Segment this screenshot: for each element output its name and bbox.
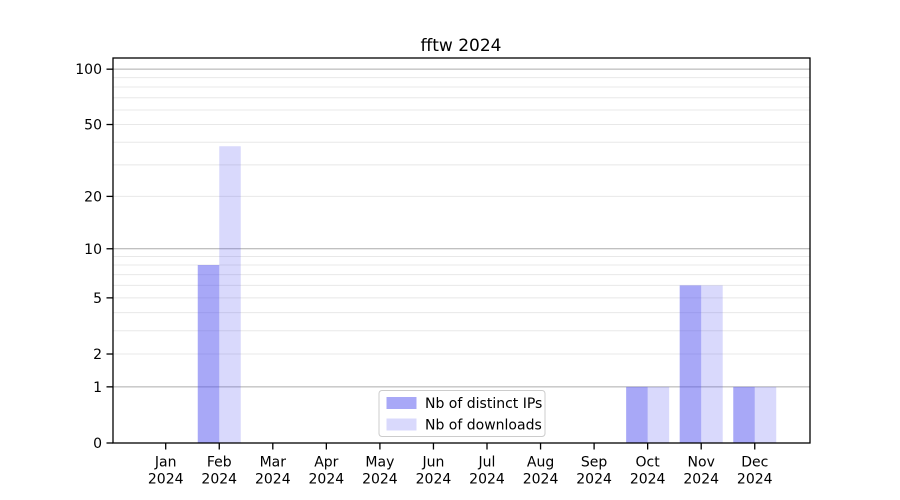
bar-nov-downloads [701, 285, 723, 443]
bar-dec-downloads [754, 386, 777, 443]
plot-area: 1005020105210Jan2024Feb2024Mar2024Apr202… [75, 57, 811, 488]
x-tick-label-year: 2024 [201, 472, 237, 488]
chart-title: fftw 2024 [421, 36, 502, 56]
x-tick-label-year: 2024 [630, 472, 666, 488]
legend-swatch-downloads [386, 418, 417, 431]
x-tick-label-month: Dec [741, 455, 768, 471]
x-tick-label-year: 2024 [416, 472, 452, 488]
y-tick-label: 1 [93, 380, 102, 396]
legend-label-downloads: Nb of downloads [425, 418, 542, 434]
y-tick-label: 5 [93, 291, 102, 307]
x-tick-label-month: Aug [527, 455, 554, 471]
x-tick-label-year: 2024 [683, 472, 719, 488]
x-tick-label-month: Apr [314, 455, 338, 471]
y-tick-label: 10 [84, 242, 102, 258]
legend: Nb of distinct IPs Nb of downloads [378, 390, 546, 437]
x-tick-label-year: 2024 [309, 472, 345, 488]
x-tick-label-year: 2024 [362, 472, 398, 488]
bar-nov-distinct-ips [679, 285, 702, 443]
bar-oct-downloads [647, 386, 670, 443]
legend-label-distinct-ips: Nb of distinct IPs [425, 396, 542, 412]
x-tick-label-month: Jun [422, 455, 445, 471]
bar-dec-distinct-ips [733, 386, 755, 443]
legend-swatch-distinct-ips [386, 397, 417, 409]
y-tick-label: 50 [84, 118, 102, 134]
x-tick-label-month: Jul [478, 455, 496, 471]
x-tick-label-month: Jan [154, 455, 177, 471]
x-tick-label-month: Nov [688, 455, 715, 471]
x-tick-label-month: Feb [207, 455, 232, 471]
legend-box [378, 390, 546, 437]
x-tick-label-year: 2024 [576, 472, 612, 488]
x-tick-label-year: 2024 [737, 472, 773, 488]
x-tick-label-month: Sep [581, 455, 608, 471]
x-tick-label-month: Mar [260, 455, 287, 471]
x-tick-label-month: May [365, 455, 394, 471]
x-tick-label-month: Oct [636, 455, 661, 471]
y-tick-label: 2 [93, 347, 102, 363]
x-tick-label-year: 2024 [148, 472, 184, 488]
y-tick-label: 20 [84, 189, 102, 205]
bar-feb-distinct-ips [197, 265, 220, 443]
x-tick-label-year: 2024 [255, 472, 291, 488]
x-tick-label-year: 2024 [523, 472, 559, 488]
y-tick-label: 0 [93, 436, 102, 452]
plot-frame [112, 57, 811, 444]
y-tick-label: 100 [75, 62, 102, 78]
bar-feb-downloads [219, 146, 241, 443]
bar-oct-distinct-ips [626, 386, 648, 443]
x-tick-label-year: 2024 [469, 472, 505, 488]
